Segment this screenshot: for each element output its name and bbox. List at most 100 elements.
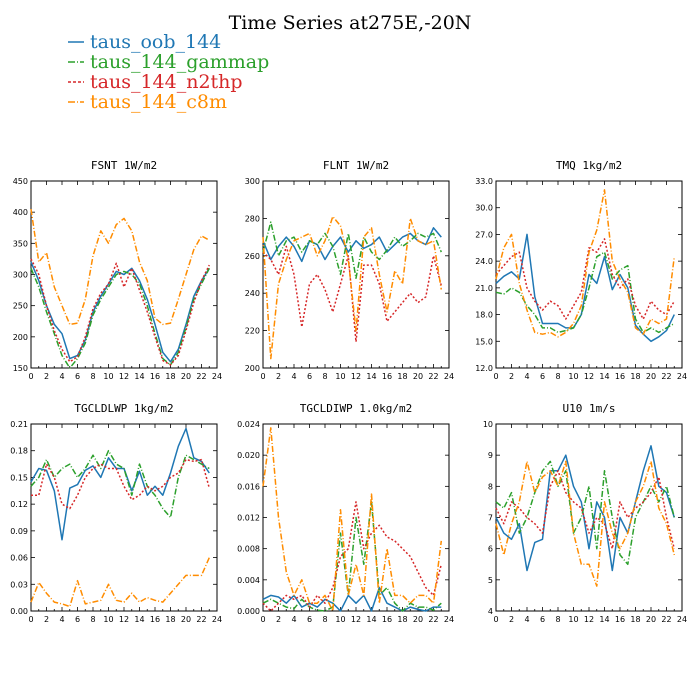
y-tick-label: 0.12: [10, 500, 28, 509]
legend-label: taus_144_gammap: [90, 51, 269, 73]
x-tick-label: 2: [509, 372, 514, 381]
x-tick-label: 12: [119, 615, 129, 624]
legend: taus_oob_144taus_144_gammaptaus_144_n2th…: [68, 31, 269, 113]
y-tick-label: 0.03: [10, 580, 28, 589]
y-tick-label: 0.18: [10, 447, 28, 456]
x-tick-label: 20: [646, 615, 656, 624]
x-tick-label: 6: [307, 615, 312, 624]
y-tick-label: 0.016: [237, 482, 260, 491]
panel-title: TGCLDIWP 1.0kg/m2: [300, 402, 413, 415]
y-tick-label: 300: [245, 177, 260, 186]
x-tick-label: 20: [181, 615, 191, 624]
series-line-taus_144_gammap: [30, 449, 210, 519]
x-tick-label: 0: [493, 615, 498, 624]
legend-label: taus_144_n2thp: [90, 71, 243, 93]
y-tick-label: 0.012: [237, 514, 260, 523]
chart-panel: TGCLDIWP 1.0kg/m20 2 4 6 8 10 12 14 16 18 20 22 240.…: [237, 402, 454, 624]
y-tick-label: 450: [13, 177, 28, 186]
x-tick-label: 12: [351, 615, 361, 624]
x-tick-label: 14: [134, 615, 144, 624]
x-tick-label: 0: [28, 372, 33, 381]
series-line-taus_144_gammap: [30, 267, 210, 369]
x-tick-label: 22: [428, 372, 438, 381]
x-tick-label: 24: [444, 372, 454, 381]
series-line-taus_144_gammap: [262, 501, 442, 612]
series-line-taus_144_n2thp: [30, 258, 210, 366]
x-tick-label: 22: [196, 372, 206, 381]
y-tick-label: 15.0: [475, 337, 493, 346]
y-tick-label: 27.0: [475, 230, 493, 239]
y-tick-label: 30.0: [475, 204, 493, 213]
x-tick-label: 0: [28, 615, 33, 624]
x-tick-label: 22: [661, 615, 671, 624]
x-tick-label: 10: [335, 615, 345, 624]
series-line-taus_144_n2thp: [262, 501, 443, 612]
y-tick-label: 0.000: [237, 607, 260, 616]
x-tick-label: 22: [661, 372, 671, 381]
x-tick-label: 8: [555, 615, 560, 624]
y-tick-label: 33.0: [475, 177, 493, 186]
y-tick-label: 350: [13, 239, 28, 248]
x-tick-label: 2: [44, 615, 49, 624]
x-tick-label: 12: [351, 372, 361, 381]
legend-label: taus_oob_144: [90, 31, 221, 53]
series-line-taus_144_c8m: [262, 427, 443, 612]
x-tick-label: 16: [382, 615, 392, 624]
series-line-taus_oob_144: [30, 427, 210, 541]
x-tick-label: 20: [413, 615, 423, 624]
series-line-taus_144_gammap: [262, 221, 442, 279]
series-line-taus_oob_144: [262, 586, 442, 612]
series-line-taus_144_n2thp: [495, 238, 675, 320]
chart-panel: FSNT 1W/m20 2 4 6 8 10 12 14 16 18 20 22 24150200250…: [13, 159, 222, 381]
y-tick-label: 0.024: [237, 420, 260, 429]
y-tick-label: 12.0: [475, 364, 493, 373]
x-tick-label: 16: [150, 372, 160, 381]
series-line-taus_144_c8m: [262, 215, 443, 360]
x-tick-label: 12: [119, 372, 129, 381]
x-tick-label: 4: [59, 615, 64, 624]
series-line-taus_oob_144: [495, 233, 675, 343]
x-tick-label: 20: [646, 372, 656, 381]
x-tick-label: 22: [428, 615, 438, 624]
x-tick-label: 12: [584, 615, 594, 624]
y-tick-label: 0.004: [237, 576, 260, 585]
x-tick-label: 6: [75, 615, 80, 624]
y-tick-label: 7: [488, 514, 493, 523]
y-tick-label: 0.020: [237, 451, 260, 460]
x-tick-label: 10: [568, 372, 578, 381]
series-line-taus_oob_144: [495, 445, 676, 572]
panel-title: U10 1m/s: [563, 402, 616, 415]
series-line-taus_144_n2thp: [495, 470, 676, 550]
x-tick-label: 24: [444, 615, 454, 624]
x-tick-label: 2: [509, 615, 514, 624]
x-tick-label: 8: [322, 372, 327, 381]
x-tick-label: 16: [615, 372, 625, 381]
y-tick-label: 220: [245, 327, 260, 336]
y-tick-label: 0.06: [10, 554, 28, 563]
y-tick-label: 6: [488, 545, 493, 554]
legend-label: taus_144_c8m: [90, 91, 227, 113]
x-tick-label: 14: [599, 372, 609, 381]
x-tick-label: 4: [59, 372, 64, 381]
x-tick-label: 24: [212, 372, 222, 381]
x-tick-label: 24: [677, 372, 687, 381]
panel-title: FSNT 1W/m2: [91, 159, 157, 172]
series-line-taus_144_c8m: [495, 189, 676, 338]
y-tick-label: 4: [488, 607, 493, 616]
x-tick-label: 18: [630, 615, 640, 624]
y-tick-label: 0.09: [10, 527, 28, 536]
figure-title: Time Series at275E,-20N: [229, 12, 472, 34]
panels: FSNT 1W/m20 2 4 6 8 10 12 14 16 18 20 22 24150200250…: [10, 159, 687, 624]
panel-title: TMQ 1kg/m2: [556, 159, 622, 172]
chart-panel: TMQ 1kg/m20 2 4 6 8 10 12 14 16 18 20 22 2412.015.01…: [475, 159, 687, 381]
x-tick-label: 18: [397, 372, 407, 381]
x-tick-label: 8: [322, 615, 327, 624]
x-tick-label: 16: [150, 615, 160, 624]
plot-frame: [495, 423, 683, 612]
y-tick-label: 260: [245, 252, 260, 261]
x-tick-label: 18: [630, 372, 640, 381]
x-tick-label: 16: [382, 372, 392, 381]
x-tick-label: 10: [335, 372, 345, 381]
